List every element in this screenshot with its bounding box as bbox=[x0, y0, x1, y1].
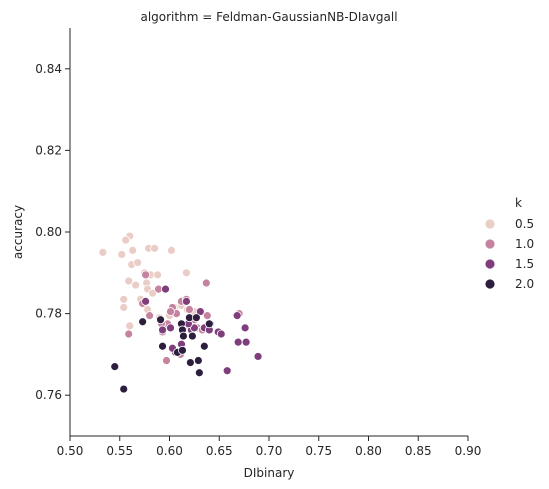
data-point bbox=[161, 284, 170, 294]
legend: k 0.5 1.0 1.5 2.0 bbox=[484, 196, 534, 291]
data-point bbox=[145, 311, 155, 321]
y-tick-label: 0.78 bbox=[35, 307, 62, 321]
legend-entry-label: 1.5 bbox=[515, 257, 534, 271]
data-point bbox=[158, 341, 167, 351]
legend-marker bbox=[484, 218, 496, 230]
data-point bbox=[156, 315, 165, 325]
data-point bbox=[119, 384, 129, 394]
data-point bbox=[178, 345, 187, 355]
data-point bbox=[233, 337, 243, 347]
data-point bbox=[148, 288, 157, 298]
legend-marker bbox=[484, 278, 496, 290]
x-tick-label: 0.90 bbox=[455, 444, 482, 458]
y-tick-label: 0.76 bbox=[35, 388, 62, 402]
x-tick-label: 0.55 bbox=[106, 444, 133, 458]
data-point bbox=[240, 323, 250, 333]
data-point bbox=[124, 276, 134, 286]
data-point bbox=[128, 245, 138, 255]
x-tick-label: 0.60 bbox=[156, 444, 183, 458]
data-point bbox=[191, 313, 201, 323]
data-point bbox=[187, 331, 197, 341]
chart-title: algorithm = Feldman-GaussianNB-DIavgall bbox=[140, 10, 397, 24]
legend-marker bbox=[484, 238, 496, 250]
data-point bbox=[131, 280, 141, 290]
data-point bbox=[167, 245, 176, 255]
data-point bbox=[193, 356, 203, 365]
data-point bbox=[182, 296, 191, 306]
data-point bbox=[204, 319, 214, 329]
x-tick-label: 0.80 bbox=[355, 444, 382, 458]
data-point bbox=[222, 366, 232, 376]
x-axis-ticks: 0.50 0.55 0.60 0.65 0.70 0.75 0.80 0.85 0.90 bbox=[57, 436, 482, 458]
y-axis-label: accuracy bbox=[11, 205, 25, 259]
data-point bbox=[98, 247, 108, 257]
legend-entry-label: 1.0 bbox=[515, 237, 534, 251]
x-tick-label: 0.75 bbox=[305, 444, 332, 458]
data-points bbox=[98, 231, 263, 394]
data-point bbox=[216, 329, 226, 339]
data-point bbox=[150, 243, 159, 253]
data-point bbox=[158, 325, 167, 335]
data-point bbox=[119, 294, 129, 304]
data-point bbox=[179, 331, 188, 341]
legend-entry-label: 2.0 bbox=[515, 277, 534, 291]
data-point bbox=[166, 307, 175, 316]
data-point bbox=[125, 321, 135, 331]
data-point bbox=[153, 270, 162, 280]
data-point bbox=[184, 305, 194, 314]
data-point bbox=[241, 337, 251, 347]
data-point bbox=[232, 311, 242, 321]
data-point bbox=[166, 323, 175, 333]
data-point bbox=[133, 258, 143, 268]
x-tick-label: 0.85 bbox=[405, 444, 432, 458]
data-point bbox=[141, 270, 151, 280]
x-tick-label: 0.50 bbox=[57, 444, 84, 458]
data-point bbox=[185, 358, 195, 367]
data-point bbox=[189, 323, 199, 333]
legend-entry-label: 0.5 bbox=[515, 217, 534, 231]
data-point bbox=[162, 356, 171, 365]
x-tick-label: 0.65 bbox=[206, 444, 233, 458]
y-tick-label: 0.82 bbox=[35, 143, 62, 157]
data-point bbox=[141, 296, 151, 306]
data-point bbox=[253, 352, 263, 361]
data-point bbox=[117, 250, 127, 259]
y-tick-label: 0.80 bbox=[35, 225, 62, 239]
data-point bbox=[110, 362, 120, 372]
legend-marker bbox=[484, 258, 496, 270]
data-point bbox=[182, 268, 191, 278]
y-tick-label: 0.84 bbox=[35, 62, 62, 76]
y-axis-ticks: 0.76 0.78 0.80 0.82 0.84 bbox=[35, 62, 70, 402]
data-point bbox=[202, 311, 212, 321]
data-point bbox=[195, 307, 205, 316]
data-point bbox=[194, 368, 204, 378]
data-point bbox=[121, 235, 131, 245]
data-point bbox=[138, 317, 148, 327]
data-point bbox=[201, 278, 211, 288]
x-tick-label: 0.70 bbox=[256, 444, 283, 458]
data-point bbox=[124, 329, 134, 339]
x-axis-label: DIbinary bbox=[244, 466, 295, 480]
data-point bbox=[199, 341, 209, 351]
data-point bbox=[119, 303, 129, 312]
legend-title: k bbox=[515, 196, 522, 210]
